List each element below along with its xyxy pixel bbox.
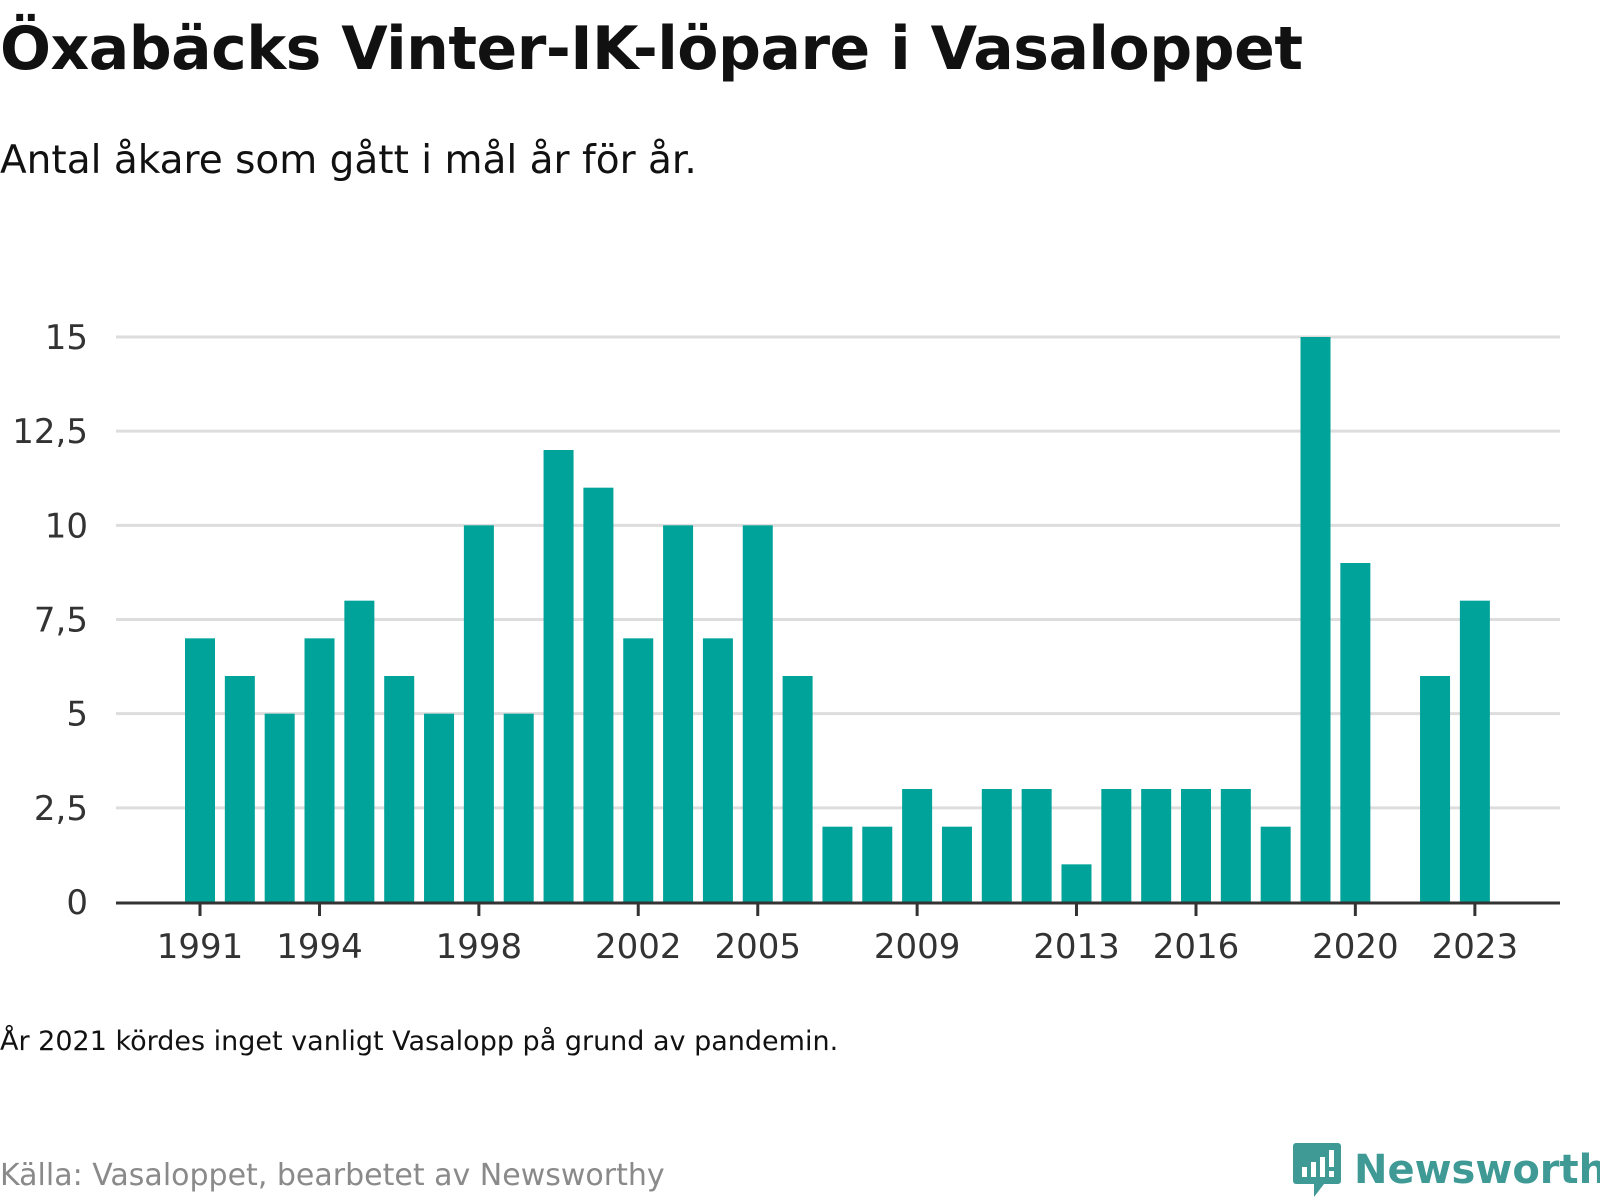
- y-tick-labels: 0 2,5 5 7,5 10 12,5 15: [12, 318, 88, 923]
- bar-1995: [344, 600, 375, 902]
- bar-2006: [782, 676, 813, 902]
- x-tick-label: 2020: [1312, 927, 1399, 967]
- bar-2019: [1300, 337, 1331, 902]
- bar-1992: [224, 676, 255, 902]
- bar-1997: [424, 713, 455, 902]
- source-text: Källa: Vasaloppet, bearbetet av Newswort…: [0, 1158, 665, 1193]
- bar-1999: [503, 713, 534, 902]
- bar-2011: [981, 789, 1012, 902]
- y-tick-label: 2,5: [34, 789, 88, 829]
- x-tick-label: 2005: [714, 927, 801, 967]
- bar-1998: [463, 525, 494, 902]
- y-tick-label: 10: [45, 506, 88, 546]
- chart-title: Öxabäcks Vinter-IK-löpare i Vasaloppet: [0, 14, 1303, 84]
- bar-2005: [742, 525, 773, 902]
- bar-chart: 0 2,5 5 7,5 10 12,5 15 1991 1994 1998 2002 2005 200…: [12, 318, 1560, 967]
- bar-2016: [1181, 789, 1211, 902]
- bar-2012: [1021, 789, 1052, 902]
- bar-2018: [1260, 826, 1291, 902]
- bar-2000: [543, 450, 574, 902]
- y-tick-label: 5: [66, 695, 88, 735]
- bar-2008: [862, 826, 893, 902]
- brand-logo[interactable]: Newsworthy: [1292, 1140, 1600, 1200]
- brand-name: Newsworthy: [1354, 1147, 1600, 1193]
- bars: [185, 337, 1490, 902]
- newsworthy-logo-icon: [1293, 1143, 1341, 1197]
- x-tick-label: 1998: [436, 927, 523, 967]
- bar-2015: [1141, 789, 1172, 902]
- bar-2007: [822, 826, 853, 902]
- x-tick-label: 1991: [157, 927, 244, 967]
- bar-2002: [623, 638, 654, 902]
- x-tick-labels: 1991 1994 1998 2002 2005 2009 2013 2016 2020 2023: [157, 927, 1518, 967]
- bar-2020: [1340, 563, 1371, 902]
- bar-2001: [583, 487, 614, 902]
- y-tick-label: 12,5: [12, 412, 88, 452]
- x-axis: [116, 901, 1560, 916]
- x-tick-label: 2023: [1432, 927, 1519, 967]
- bar-1991: [185, 638, 215, 902]
- bar-2014: [1101, 789, 1132, 902]
- x-tick-label: 2009: [874, 927, 961, 967]
- y-tick-label: 15: [45, 318, 88, 358]
- x-tick-label: 2016: [1153, 927, 1240, 967]
- y-tick-label: 0: [66, 883, 88, 923]
- bar-1994: [304, 638, 335, 902]
- x-tick-label: 2013: [1033, 927, 1120, 967]
- bar-1993: [264, 713, 295, 902]
- bar-2022: [1420, 676, 1451, 902]
- bar-2009: [902, 789, 933, 902]
- bar-2017: [1220, 789, 1251, 902]
- chart-subtitle: Antal åkare som gått i mål år för år.: [0, 138, 697, 183]
- x-tick-label: 1994: [276, 927, 363, 967]
- bar-1996: [384, 676, 415, 902]
- bar-2004: [702, 638, 733, 902]
- x-tick-label: 2002: [595, 927, 682, 967]
- bar-2023: [1459, 600, 1490, 902]
- bar-2003: [663, 525, 694, 902]
- bar-2013: [1061, 864, 1092, 902]
- bar-2010: [941, 826, 972, 902]
- y-tick-label: 7,5: [34, 601, 88, 641]
- footnote: År 2021 kördes inget vanligt Vasalopp på…: [0, 1026, 839, 1057]
